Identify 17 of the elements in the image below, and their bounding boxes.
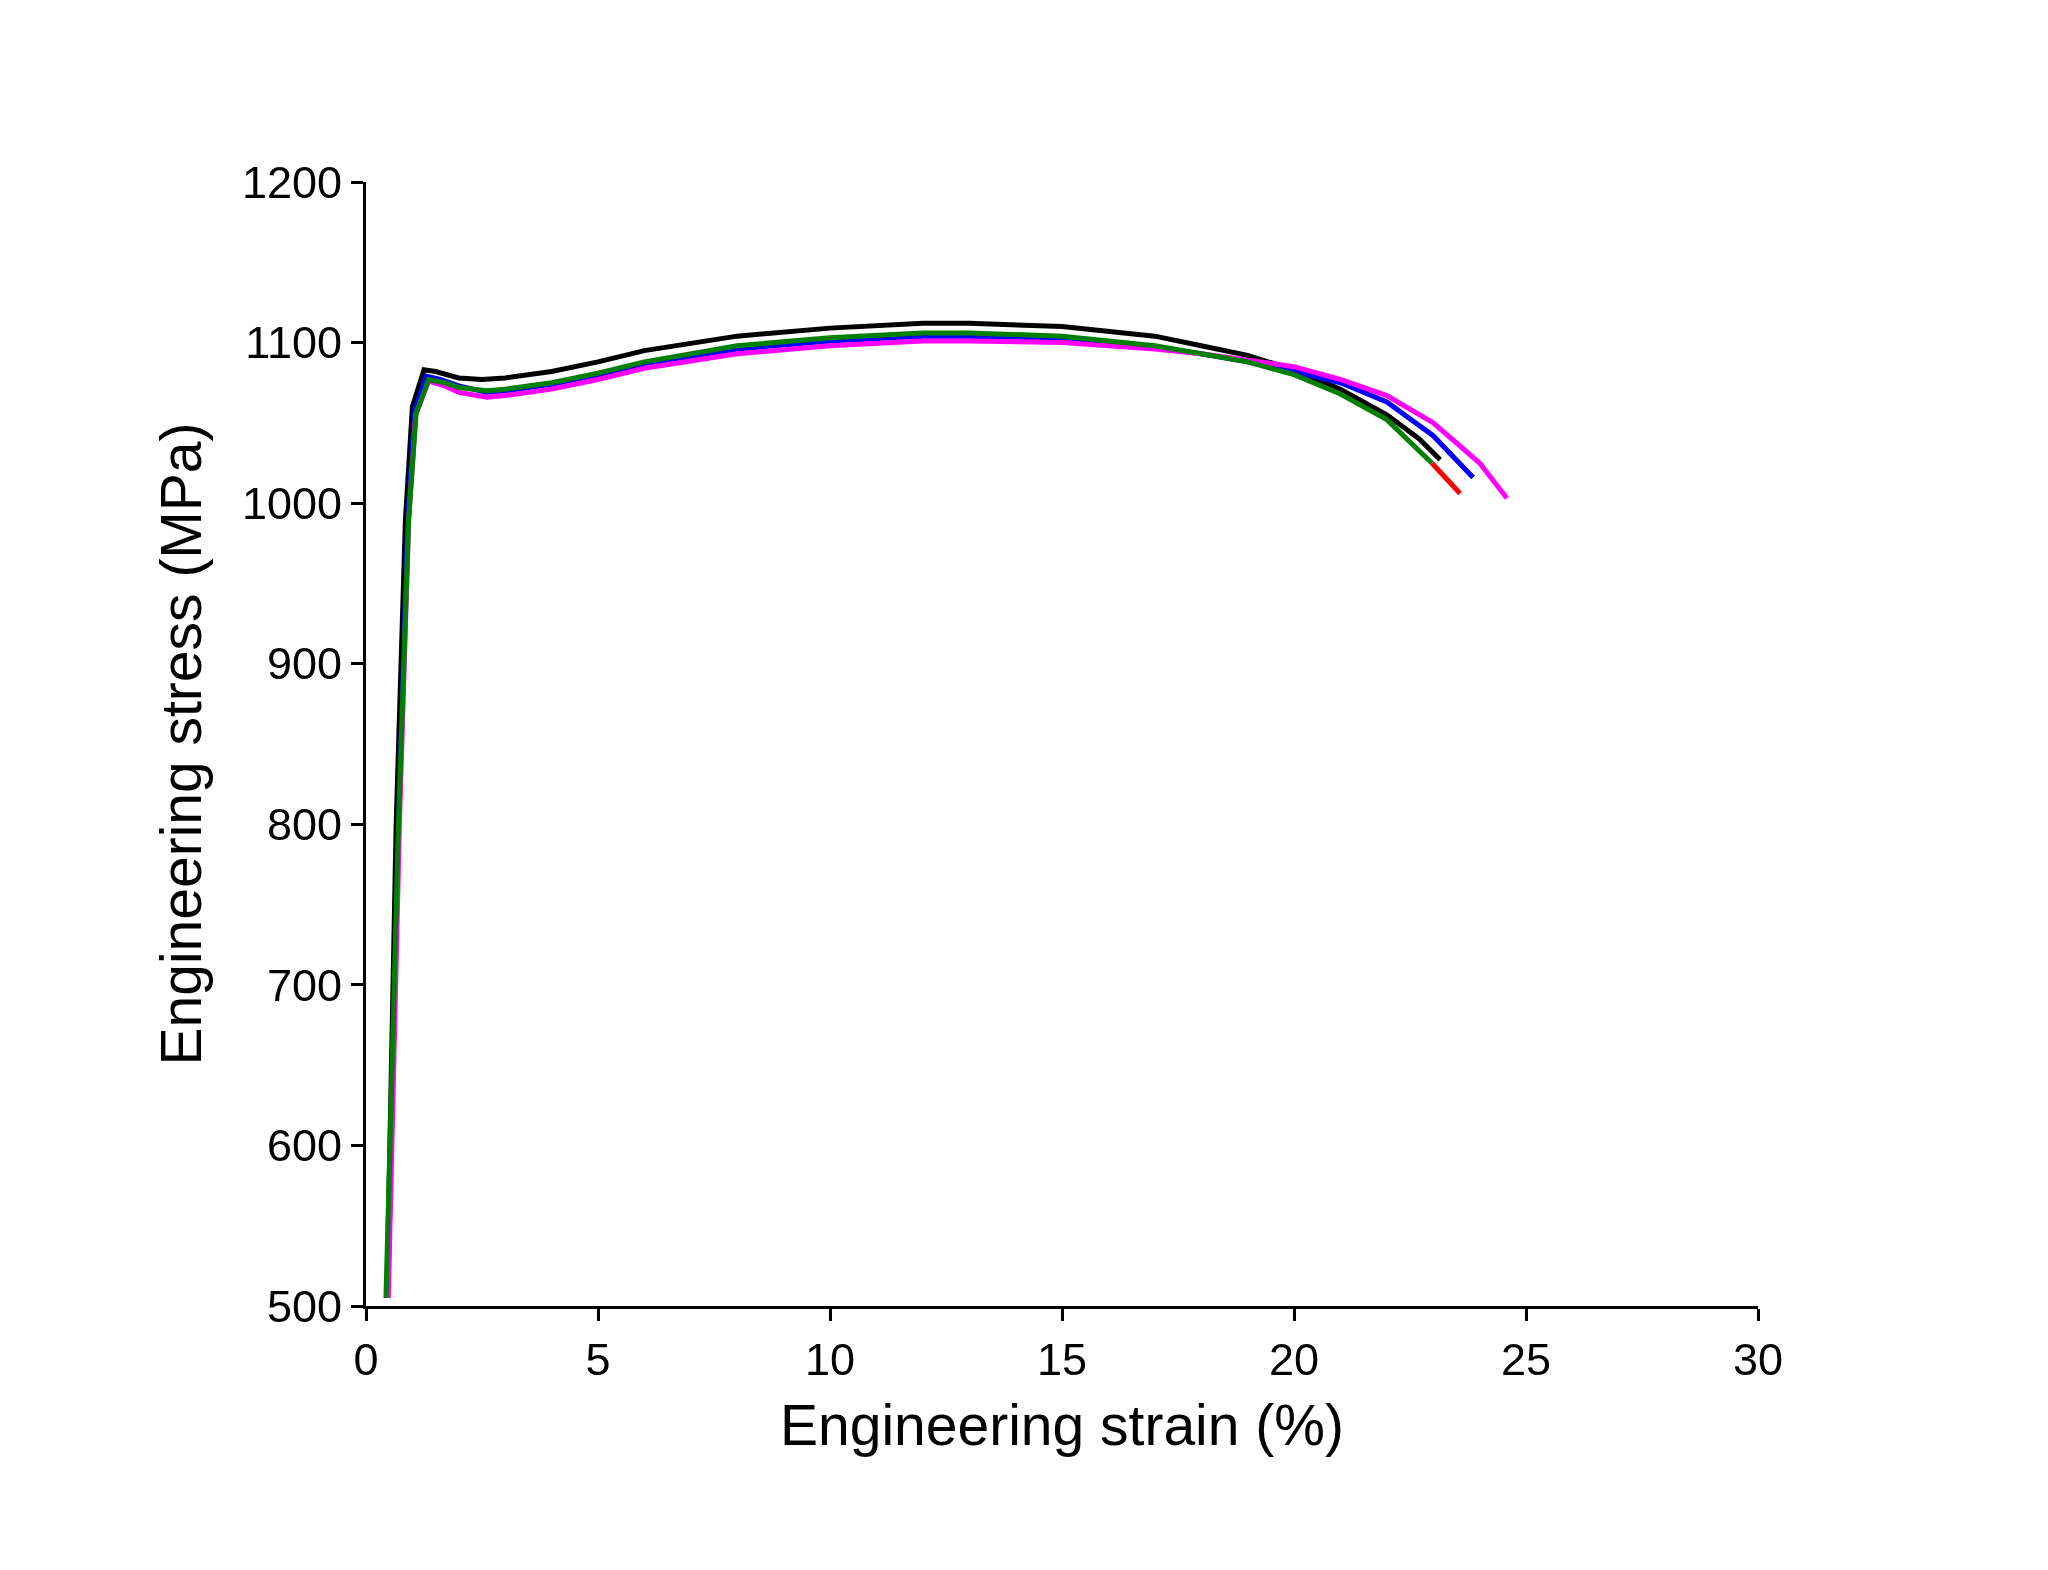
y-tick-label: 700 [266, 959, 342, 1011]
x-tick-label: 25 [1500, 1334, 1552, 1385]
y-tick-label: 1100 [245, 317, 342, 369]
x-tick-label: 20 [1268, 1334, 1320, 1385]
x-axis-title: Engineering strain (%) [780, 1393, 1344, 1458]
x-tick-label: 10 [804, 1334, 856, 1385]
y-tick-label: 500 [266, 1280, 342, 1332]
y-axis-title: Engineering stress (MPa) [149, 422, 214, 1066]
x-tick-label: 15 [1036, 1334, 1088, 1385]
x-tick-label: 30 [1732, 1334, 1784, 1385]
y-tick-label: 800 [266, 799, 342, 851]
x-tick-label: 0 [353, 1334, 379, 1385]
y-tick-label: 1200 [241, 156, 342, 208]
y-tick-label: 1000 [241, 477, 342, 529]
x-tick-label: 5 [585, 1334, 611, 1385]
y-tick-label: 600 [266, 1120, 342, 1172]
y-tick-label: 900 [266, 638, 342, 690]
